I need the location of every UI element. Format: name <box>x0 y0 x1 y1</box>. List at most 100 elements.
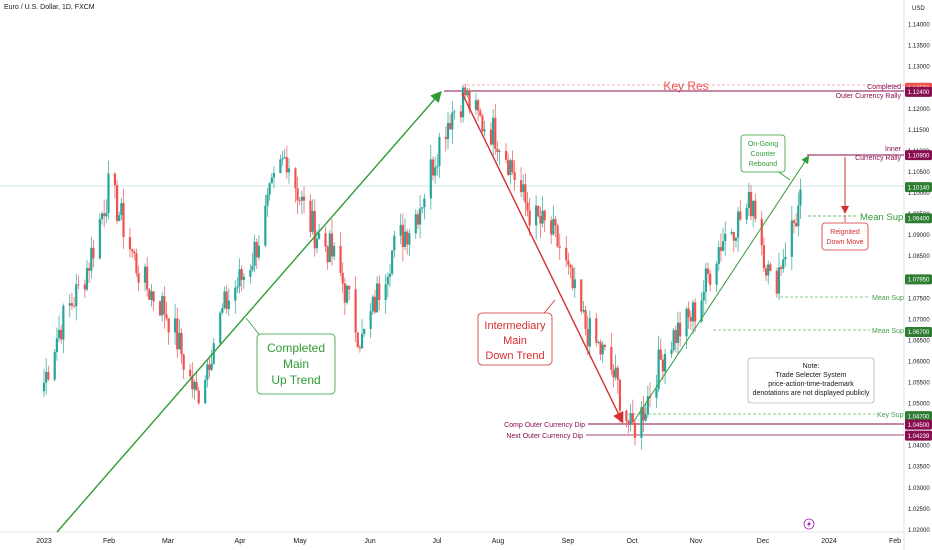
candle-body <box>178 332 181 350</box>
candle-body <box>640 407 643 438</box>
candle-body <box>257 245 260 258</box>
candle-body <box>68 303 71 306</box>
candle-body <box>311 210 314 232</box>
candle-body <box>161 296 164 316</box>
candle-body <box>453 111 456 113</box>
candle-body <box>464 87 467 96</box>
candle-body <box>719 247 723 251</box>
y-tick-label: 1.05000 <box>908 402 930 408</box>
candle-body <box>504 150 508 160</box>
mean-sup-label-1: Mean Sup <box>860 212 903 223</box>
key-res-label: Key Res <box>663 79 708 93</box>
candle-body <box>238 269 241 287</box>
candle-body <box>53 352 56 380</box>
candle-body <box>633 422 637 438</box>
price-tag-label: 1.12400 <box>908 90 930 96</box>
candle-body <box>309 200 312 232</box>
x-tick-label: Sep <box>562 538 575 545</box>
candle-body <box>571 267 574 289</box>
candle-body <box>107 173 110 213</box>
y-tick-label: 1.06000 <box>908 359 930 365</box>
candle-body <box>676 322 680 343</box>
down-trend-callout-line-2: Main <box>503 335 527 347</box>
candle-body <box>270 177 273 184</box>
candle-body <box>128 237 132 250</box>
candle-body <box>60 329 63 340</box>
candle-body <box>780 267 783 269</box>
candle-body <box>120 203 123 216</box>
note-line-3: price-action-time-trademark <box>768 381 854 388</box>
candle-body <box>752 200 755 217</box>
candle-body <box>552 219 555 235</box>
candle-body <box>236 286 239 288</box>
candle-body <box>429 159 432 199</box>
candle-body <box>356 332 359 348</box>
y-tick-label: 1.02000 <box>908 528 930 534</box>
candle-body <box>57 329 61 339</box>
candle-body <box>489 129 493 145</box>
candle-body <box>782 259 785 269</box>
candle-body <box>227 300 230 310</box>
candle-body <box>694 302 697 322</box>
candle-body <box>206 364 209 381</box>
note-line-4: denotations are not displayed publicly <box>753 390 870 397</box>
up-trend-callout-line-2: Main <box>283 357 309 371</box>
candle-body <box>182 354 185 370</box>
price-tag <box>905 411 932 422</box>
candle-body <box>767 264 770 276</box>
candle-body <box>524 184 527 203</box>
price-tag-label: 1.10900 <box>908 153 930 159</box>
y-tick-label: 1.03000 <box>908 486 930 492</box>
candle-body <box>481 115 484 132</box>
candle-body <box>283 157 286 159</box>
y-tick-label: 1.13500 <box>908 44 930 50</box>
candle-body <box>438 137 441 167</box>
candle-body <box>646 396 649 414</box>
candle-body <box>790 220 793 257</box>
candle-body <box>762 245 766 269</box>
candle-body <box>358 347 362 349</box>
candle-body <box>72 305 76 307</box>
price-tag <box>905 150 932 161</box>
completed-outer-label-1: Completed <box>867 84 901 91</box>
candle-body <box>324 233 327 247</box>
candle-body <box>721 241 725 251</box>
y-tick-label: 1.11500 <box>908 128 930 134</box>
candle-body <box>687 308 690 318</box>
candle-body <box>143 266 147 283</box>
candle-body <box>672 330 675 350</box>
y-tick-label: 1.05500 <box>908 380 930 386</box>
candle-body <box>468 90 471 110</box>
candle-body <box>225 291 228 310</box>
candle-body <box>496 148 499 152</box>
candle-body <box>511 160 514 172</box>
candle-body <box>251 265 254 271</box>
price-tag-label: 1.10140 <box>908 185 930 191</box>
candle-body <box>90 247 93 271</box>
x-tick-label: Jun <box>364 538 375 545</box>
candle-body <box>416 214 420 225</box>
candle-body <box>595 318 598 343</box>
candle-body <box>724 233 727 242</box>
candle-body <box>234 287 237 301</box>
price-tag-label: 1.09400 <box>908 216 930 222</box>
candle-body <box>799 189 802 206</box>
candle-body <box>434 167 437 176</box>
main-down-trend-line <box>461 92 624 424</box>
x-tick-label: Aug <box>492 538 505 545</box>
candle-body <box>195 381 198 391</box>
candle-body <box>98 219 101 259</box>
candle-body <box>360 333 364 349</box>
candle-body <box>689 317 692 322</box>
price-tag <box>905 86 932 97</box>
candle-body <box>567 260 570 265</box>
candle-body <box>189 369 192 377</box>
x-tick-label: Oct <box>627 538 638 545</box>
candle-body <box>375 283 379 313</box>
candle-body <box>176 318 179 350</box>
y-tick-label: 1.02500 <box>908 507 930 513</box>
candle-body <box>494 117 497 149</box>
y-tick-label: 1.07000 <box>908 317 930 323</box>
candle-body <box>242 276 245 280</box>
